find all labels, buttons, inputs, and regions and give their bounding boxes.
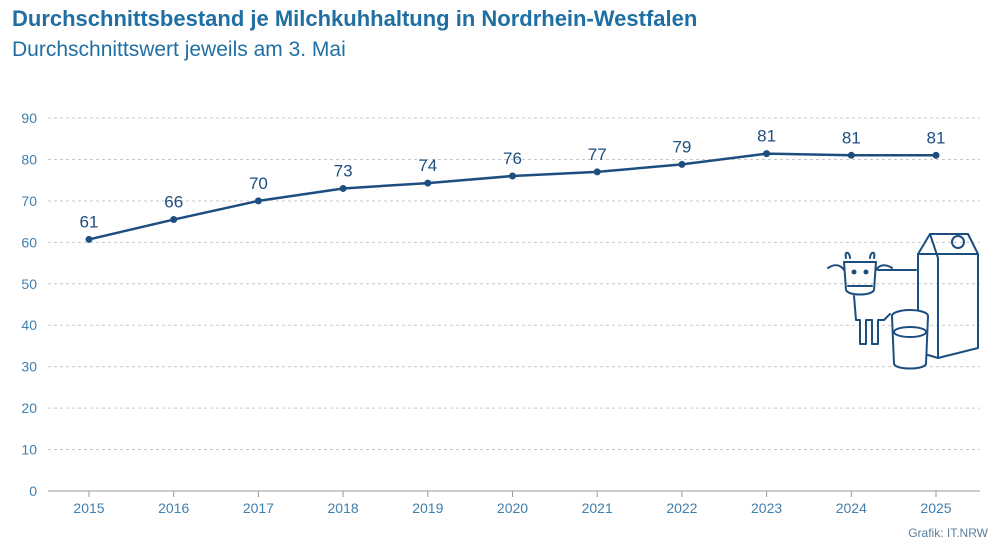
data-point [678, 160, 686, 168]
x-tick-label: 2019 [412, 500, 443, 516]
data-label: 66 [164, 193, 183, 212]
data-point [593, 168, 601, 176]
axes: 0 10 20 30 40 50 60 70 80 90 2015 2016 2017 2018 2019 2… [21, 110, 980, 516]
chart-source: Grafik: IT.NRW [908, 526, 988, 540]
glass-milk-level [893, 326, 927, 338]
cow-legs [853, 295, 891, 345]
data-point [424, 179, 432, 187]
carton-fold [929, 233, 939, 259]
x-tick-label: 2022 [666, 500, 697, 516]
x-tick-label: 2015 [73, 500, 104, 516]
y-tick-label: 20 [21, 400, 37, 416]
data-point [763, 150, 771, 158]
x-tick-label: 2021 [582, 500, 613, 516]
x-tick-label: 2018 [328, 500, 359, 516]
cow-right-horn [869, 251, 876, 259]
y-tick-label: 90 [21, 110, 37, 126]
data-label: 81 [842, 128, 861, 147]
carton-cap [951, 235, 965, 249]
x-tick-label: 2017 [243, 500, 274, 516]
data-label: 70 [249, 174, 268, 193]
x-tick-label: 2025 [920, 500, 951, 516]
cow-right-ear [875, 264, 893, 271]
cow-milk-carton-glass-icon [827, 233, 979, 370]
x-tick-label: 2016 [158, 500, 189, 516]
grid-lines [48, 117, 980, 451]
data-point [254, 197, 262, 205]
x-tick-label: 2023 [751, 500, 782, 516]
data-label: 77 [588, 145, 607, 164]
data-label: 73 [334, 161, 353, 180]
data-point [509, 172, 516, 180]
chart-subtitle: Durchschnittswert jeweils am 3. Mai [12, 38, 346, 61]
data-point [932, 151, 940, 159]
chart-title: Durchschnittsbestand je Milchkuhhaltung … [12, 6, 698, 31]
data-label: 61 [80, 212, 99, 231]
cow-left-ear [827, 264, 845, 271]
data-label: 74 [418, 156, 437, 175]
x-tick-label: 2024 [836, 500, 867, 516]
x-tick-label: 2020 [497, 500, 528, 516]
y-tick-label: 50 [21, 276, 37, 292]
series: 61 66 70 73 74 76 77 79 81 81 81 [80, 127, 946, 243]
cow-eye-right [863, 269, 869, 275]
data-label: 76 [503, 149, 522, 168]
y-tick-label: 60 [21, 234, 37, 250]
data-point [339, 184, 347, 192]
glass-body [891, 315, 929, 370]
y-tick-label: 10 [21, 442, 37, 458]
cow-eye-left [851, 269, 857, 275]
y-tick-label: 70 [21, 193, 37, 209]
cow-head [843, 261, 877, 296]
y-tick-label: 0 [29, 483, 37, 499]
data-label: 81 [757, 127, 776, 146]
carton-top [917, 233, 979, 255]
y-tick-label: 30 [21, 359, 37, 375]
data-point [847, 151, 855, 159]
y-tick-label: 40 [21, 317, 37, 333]
data-label: 81 [927, 128, 946, 147]
data-point [170, 216, 178, 224]
data-point [85, 235, 93, 243]
y-tick-label: 80 [21, 151, 37, 167]
cow-left-horn [844, 251, 851, 259]
data-label: 79 [672, 137, 691, 156]
